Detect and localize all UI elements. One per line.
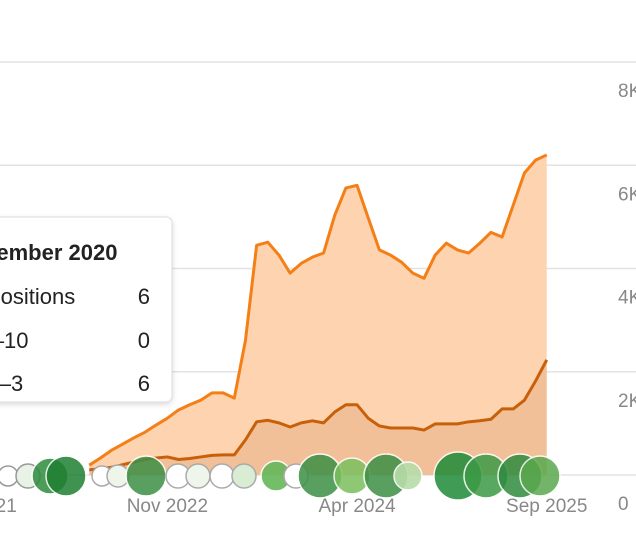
y-tick-label: 8K bbox=[618, 81, 636, 102]
event-markers bbox=[0, 451, 561, 501]
tooltip-value: 0 bbox=[138, 328, 150, 353]
x-tick-label: Sep 2025 bbox=[506, 496, 587, 517]
tooltip-label: Positions bbox=[0, 284, 75, 309]
y-tick-label: 0 bbox=[618, 494, 629, 515]
tooltip-label: Top 4–10 bbox=[0, 328, 29, 353]
tooltip-title: December 2020 bbox=[0, 240, 117, 265]
line bbox=[89, 359, 549, 472]
plot-area: 0 2K 4K 6K 8K Jun 2021 Nov 2022 Apr 2024 Sep 202… bbox=[0, 61, 636, 517]
tooltip: December 2020 Positions 6 Top 4–10 0 Top… bbox=[0, 216, 173, 403]
area bbox=[89, 359, 547, 475]
tooltip-value: 6 bbox=[138, 284, 150, 309]
tooltip-box bbox=[0, 216, 173, 403]
tooltip-label: Top 1–3 bbox=[0, 371, 23, 396]
area bbox=[89, 154, 547, 476]
x-tick-label: Jun 2021 bbox=[0, 496, 17, 517]
x-tick-label: Nov 2022 bbox=[127, 496, 208, 517]
x-tick-label: Apr 2024 bbox=[318, 496, 396, 517]
y-tick-label: 2K bbox=[618, 391, 636, 412]
y-tick-label: 4K bbox=[618, 288, 636, 309]
y-tick-label: 6K bbox=[618, 184, 636, 205]
line bbox=[88, 153, 548, 467]
tooltip-value: 6 bbox=[138, 371, 150, 396]
